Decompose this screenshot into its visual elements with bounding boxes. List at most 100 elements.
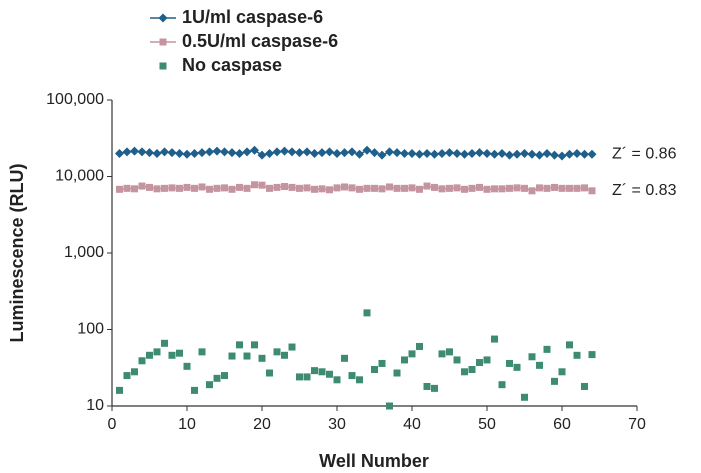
data-point xyxy=(581,382,588,390)
data-point xyxy=(581,184,588,192)
x-tick-label: 0 xyxy=(108,416,117,433)
data-point xyxy=(407,148,417,158)
data-point xyxy=(333,376,341,384)
data-point xyxy=(258,354,266,362)
data-point xyxy=(176,184,183,192)
data-point xyxy=(408,184,416,192)
data-point xyxy=(393,184,401,192)
data-point xyxy=(131,185,138,193)
data-point xyxy=(521,184,528,192)
data-point xyxy=(152,148,162,158)
data-point xyxy=(461,185,468,193)
data-point xyxy=(401,184,408,192)
legend-label: No caspase xyxy=(182,55,282,75)
data-point xyxy=(423,382,431,390)
data-point xyxy=(280,146,289,156)
data-point xyxy=(543,345,551,353)
x-tick-label: 30 xyxy=(328,416,346,433)
data-point xyxy=(430,149,439,159)
data-point xyxy=(385,147,394,157)
data-point xyxy=(265,148,274,158)
data-point xyxy=(221,372,228,380)
data-point xyxy=(190,148,199,158)
y-axis-title: Luminescence (RLU) xyxy=(7,163,27,342)
data-point xyxy=(528,187,536,195)
data-point xyxy=(168,351,176,359)
data-point xyxy=(580,149,589,159)
annotation: Z´ = 0.86 xyxy=(612,146,677,163)
data-point xyxy=(512,149,522,159)
data-point xyxy=(131,368,138,376)
data-point xyxy=(476,359,483,367)
data-point xyxy=(588,351,596,359)
data-point xyxy=(558,184,566,192)
data-point xyxy=(153,185,161,193)
data-point xyxy=(123,372,131,380)
data-point xyxy=(422,148,432,158)
legend-marker xyxy=(158,13,168,23)
data-point xyxy=(317,148,327,158)
data-point xyxy=(288,183,296,191)
data-point xyxy=(130,146,139,156)
data-point xyxy=(167,148,177,158)
data-point xyxy=(356,376,363,384)
y-tick-label: 100 xyxy=(77,321,104,338)
data-point xyxy=(303,184,311,192)
data-point xyxy=(520,148,529,158)
data-point xyxy=(348,184,356,192)
data-point xyxy=(438,350,446,358)
data-point xyxy=(431,384,438,392)
data-point xyxy=(197,148,207,158)
data-point xyxy=(468,366,476,374)
data-point xyxy=(146,351,153,359)
data-point xyxy=(536,361,543,369)
data-point xyxy=(370,148,379,158)
legend-marker xyxy=(159,38,167,46)
data-point xyxy=(377,150,387,160)
data-point xyxy=(243,352,251,360)
data-point xyxy=(356,185,363,193)
data-point xyxy=(205,147,214,157)
data-point xyxy=(566,341,573,349)
data-point xyxy=(467,148,477,158)
data-point xyxy=(138,357,146,365)
data-point xyxy=(416,185,423,193)
data-point xyxy=(287,147,297,157)
data-point xyxy=(363,184,371,192)
data-point xyxy=(497,148,507,158)
data-point xyxy=(281,183,288,191)
data-point xyxy=(355,149,364,159)
data-point xyxy=(198,183,206,191)
data-point xyxy=(491,185,498,193)
data-point xyxy=(551,183,558,191)
data-point xyxy=(363,309,371,317)
data-point xyxy=(505,150,514,160)
data-point xyxy=(378,359,386,367)
data-point xyxy=(445,148,454,158)
data-point xyxy=(453,356,461,364)
data-point xyxy=(242,147,252,157)
data-point xyxy=(326,186,333,194)
data-point xyxy=(341,183,348,191)
data-point xyxy=(551,377,558,385)
data-point xyxy=(325,147,334,157)
data-point xyxy=(266,369,273,377)
data-point xyxy=(542,148,552,158)
data-point xyxy=(371,184,378,192)
data-point xyxy=(206,381,213,389)
data-point xyxy=(573,184,581,192)
data-point xyxy=(536,184,543,192)
data-point xyxy=(311,185,318,193)
data-point xyxy=(460,149,469,159)
data-point xyxy=(565,149,574,159)
data-point xyxy=(341,354,348,362)
data-point xyxy=(416,342,423,350)
data-point xyxy=(378,185,386,193)
data-point xyxy=(160,147,169,157)
data-point xyxy=(116,185,123,193)
data-point xyxy=(227,148,237,158)
data-point xyxy=(506,184,513,192)
data-point xyxy=(236,183,243,191)
y-tick-label: 10 xyxy=(86,397,104,414)
series-line xyxy=(119,183,593,192)
